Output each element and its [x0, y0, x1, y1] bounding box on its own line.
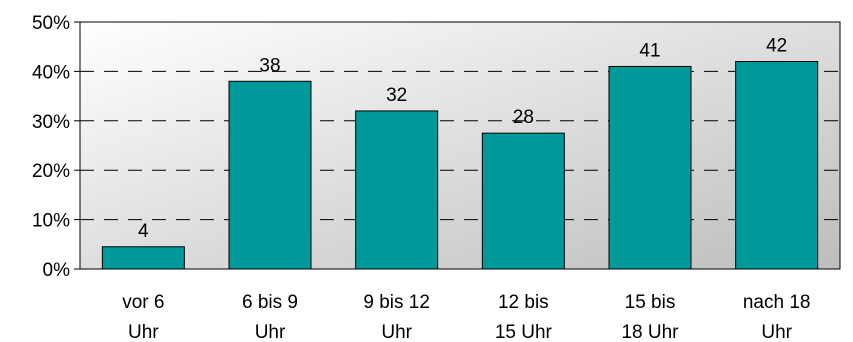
- y-tick-label: 10%: [32, 211, 70, 232]
- bars: [101, 61, 819, 270]
- bar: [228, 80, 312, 270]
- data-label: 41: [639, 40, 660, 61]
- x-tick-label: Uhr: [128, 322, 159, 342]
- y-tick-label: 40%: [32, 62, 70, 83]
- gridlines: [80, 70, 840, 221]
- x-tick-label: Uhr: [255, 322, 286, 342]
- x-tick-label: 18 Uhr: [621, 322, 679, 342]
- y-tick-label: 50%: [32, 13, 70, 34]
- x-tick-label: 12 bis: [498, 292, 549, 313]
- x-tick-label: 9 bis 12: [363, 292, 430, 313]
- x-tick-label: Uhr: [381, 322, 412, 342]
- bar: [481, 132, 565, 270]
- data-label: 4: [138, 221, 149, 242]
- x-tick-label: vor 6: [122, 292, 164, 313]
- x-axis: vor 6 Uhr 6 bis 9 Uhr 9 bis 12 Uhr 12 bis 15 Uh…: [122, 292, 810, 342]
- bar: [355, 110, 439, 270]
- x-tick-label: Uhr: [761, 322, 792, 342]
- x-tick-label: 6 bis 9: [242, 292, 298, 313]
- x-tick-label: nach 18: [743, 292, 811, 313]
- y-tick-label: 20%: [32, 161, 70, 182]
- bar: [608, 65, 692, 270]
- data-labels: 4 38 32 28 41 42: [138, 36, 787, 242]
- y-axis: 0% 10% 20% 30% 40% 50%: [32, 13, 80, 281]
- data-label: 42: [766, 36, 787, 57]
- data-label: 38: [259, 55, 280, 76]
- plot-area: [79, 21, 841, 270]
- bar: [735, 61, 819, 270]
- y-tick-label: 0%: [43, 260, 71, 281]
- data-label: 28: [513, 107, 534, 128]
- x-tick-label: 15 Uhr: [495, 322, 553, 342]
- y-tick-label: 30%: [32, 112, 70, 133]
- data-label: 32: [386, 85, 407, 106]
- bar: [101, 246, 185, 270]
- x-tick-label: 15 bis: [625, 292, 676, 313]
